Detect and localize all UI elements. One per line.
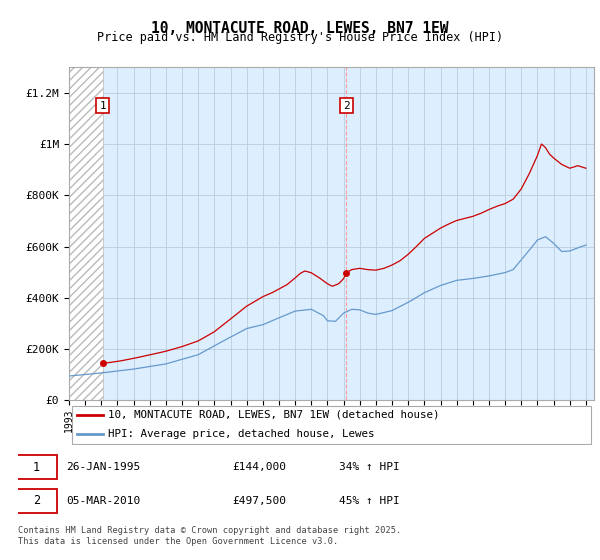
- Bar: [69, 67, 103, 400]
- Text: 1: 1: [33, 461, 40, 474]
- Text: 45% ↑ HPI: 45% ↑ HPI: [340, 496, 400, 506]
- Text: 10, MONTACUTE ROAD, LEWES, BN7 1EW (detached house): 10, MONTACUTE ROAD, LEWES, BN7 1EW (deta…: [109, 410, 440, 420]
- Text: 1: 1: [99, 101, 106, 111]
- Text: HPI: Average price, detached house, Lewes: HPI: Average price, detached house, Lewe…: [109, 429, 375, 439]
- Text: Price paid vs. HM Land Registry's House Price Index (HPI): Price paid vs. HM Land Registry's House …: [97, 31, 503, 44]
- Text: 2: 2: [33, 494, 40, 507]
- Text: Contains HM Land Registry data © Crown copyright and database right 2025.
This d: Contains HM Land Registry data © Crown c…: [18, 526, 401, 546]
- Text: 10, MONTACUTE ROAD, LEWES, BN7 1EW: 10, MONTACUTE ROAD, LEWES, BN7 1EW: [151, 21, 449, 36]
- FancyBboxPatch shape: [15, 489, 58, 513]
- Text: £144,000: £144,000: [232, 463, 286, 472]
- FancyBboxPatch shape: [71, 407, 592, 444]
- Text: 34% ↑ HPI: 34% ↑ HPI: [340, 463, 400, 472]
- Text: 05-MAR-2010: 05-MAR-2010: [66, 496, 140, 506]
- FancyBboxPatch shape: [15, 455, 58, 479]
- Text: 2: 2: [343, 101, 350, 111]
- Text: £497,500: £497,500: [232, 496, 286, 506]
- Text: 26-JAN-1995: 26-JAN-1995: [66, 463, 140, 472]
